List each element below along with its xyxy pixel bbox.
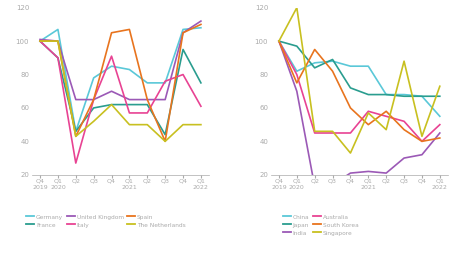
- Legend: China, Japan, India, Australia, South Korea, Singapore: China, Japan, India, Australia, South Ko…: [283, 214, 358, 235]
- Legend: Germany, France, United Kingdom, Italy, Spain, The Netherlands: Germany, France, United Kingdom, Italy, …: [26, 214, 186, 227]
